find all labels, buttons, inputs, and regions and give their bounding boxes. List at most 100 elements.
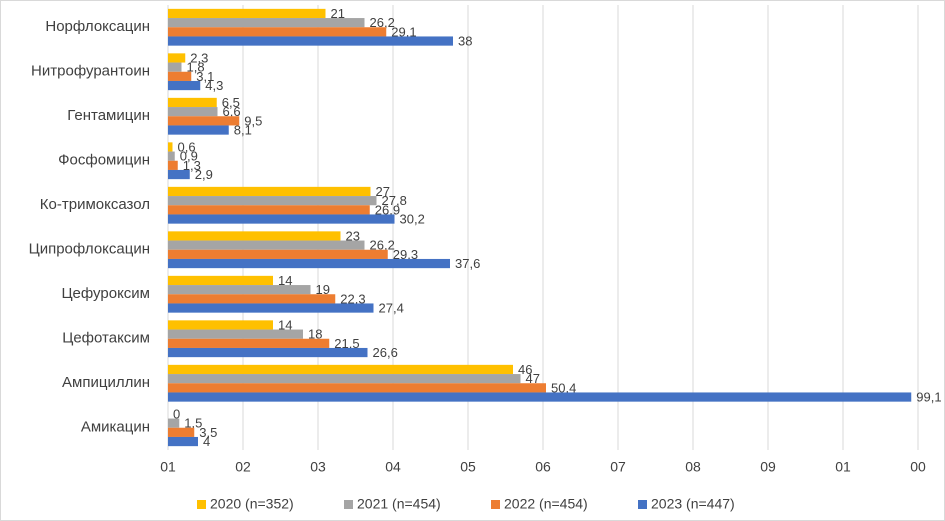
y-tick-label: Ко-тримоксазол	[40, 196, 150, 213]
data-label: 4	[203, 434, 210, 449]
bar	[168, 231, 341, 241]
data-label: 23	[346, 228, 360, 243]
legend-swatch	[197, 500, 206, 509]
bar	[168, 294, 336, 304]
bar	[168, 27, 387, 37]
data-label: 26,2	[370, 15, 395, 30]
data-label: 6,5	[222, 95, 240, 110]
data-label: 0,9	[180, 149, 198, 164]
y-tick-label: Ципрофлоксацин	[29, 241, 150, 258]
bar	[168, 107, 218, 117]
bar	[168, 275, 273, 286]
bar	[168, 427, 195, 437]
data-label: 0	[173, 406, 180, 421]
y-tick-label: Норфлоксацин	[45, 18, 150, 35]
data-label: 8,1	[234, 122, 252, 137]
data-label: 4,3	[205, 78, 223, 93]
bar	[168, 97, 217, 108]
x-tick-label: 02	[235, 459, 251, 475]
legend-label: 2023 (n=447)	[651, 496, 735, 512]
data-label: 37,6	[455, 256, 480, 271]
data-label: 3,1	[196, 69, 214, 84]
y-tick-label: Нитрофурантоин	[31, 63, 150, 80]
data-label: 21,5	[334, 336, 359, 351]
bar	[168, 71, 192, 81]
data-label: 26,2	[370, 238, 395, 253]
x-tick-label: 08	[685, 459, 701, 475]
x-tick-label: 05	[460, 459, 476, 475]
legend-swatch	[344, 500, 353, 509]
bar	[168, 329, 303, 339]
data-label: 46	[518, 362, 532, 377]
data-label: 38	[458, 33, 472, 48]
bar	[168, 392, 912, 402]
bar	[168, 36, 453, 46]
data-label: 19	[316, 282, 330, 297]
bar	[168, 320, 273, 330]
y-tick-label: Ампициллин	[62, 374, 150, 391]
bar	[168, 196, 377, 206]
data-label: 0,6	[178, 139, 196, 154]
bar	[168, 383, 546, 393]
x-tick-label: 03	[310, 459, 326, 475]
bar	[168, 62, 182, 72]
legend-swatch	[638, 500, 647, 509]
x-tick-label: 01	[835, 459, 851, 475]
y-tick-label: Амикацин	[81, 419, 150, 436]
data-label: 30,2	[400, 211, 425, 226]
bar	[168, 249, 388, 259]
bar	[168, 53, 186, 63]
bar	[168, 364, 513, 375]
bar	[168, 258, 450, 269]
bar	[168, 205, 370, 215]
y-tick-label: Фосфомицин	[58, 152, 150, 169]
bar	[168, 374, 521, 384]
y-tick-label: Гентамицин	[67, 107, 150, 124]
data-label: 1,5	[184, 416, 202, 431]
y-tick-label: Цефуроксим	[61, 285, 150, 302]
data-label: 14	[278, 273, 292, 288]
data-label: 27	[376, 184, 390, 199]
data-label: 29,3	[393, 247, 418, 262]
data-label: 26,6	[373, 345, 398, 360]
x-tick-label: 00	[910, 459, 926, 475]
data-label: 6,6	[223, 104, 241, 119]
bar	[168, 347, 368, 358]
data-label: 99,1	[916, 389, 941, 404]
bar	[168, 436, 198, 447]
bar	[168, 285, 311, 295]
bar	[168, 303, 374, 313]
data-label: 1,3	[183, 158, 201, 173]
data-label: 1,8	[187, 60, 205, 75]
data-label: 14	[278, 317, 292, 332]
data-label: 2,9	[195, 167, 213, 182]
bar	[168, 160, 178, 170]
data-label: 26,9	[375, 202, 400, 217]
data-label: 29,1	[391, 24, 416, 39]
data-label: 50,4	[551, 380, 576, 395]
legend-label: 2021 (n=454)	[357, 496, 441, 512]
bar	[168, 125, 229, 135]
legend-swatch	[491, 500, 500, 509]
data-label: 27,4	[379, 300, 404, 315]
x-tick-label: 09	[760, 459, 776, 475]
data-label: 18	[308, 327, 322, 342]
x-tick-label: 04	[385, 459, 401, 475]
data-label: 21	[331, 6, 345, 21]
x-tick-label: 06	[535, 459, 551, 475]
bar	[168, 18, 365, 28]
bar	[168, 186, 371, 197]
legend-label: 2022 (n=454)	[504, 496, 588, 512]
data-label: 22,3	[340, 291, 365, 306]
bar	[168, 80, 201, 91]
data-label: 27,8	[382, 193, 407, 208]
data-label: 3,5	[199, 425, 217, 440]
bar	[168, 240, 365, 250]
data-label: 2,3	[190, 50, 208, 65]
bar	[168, 142, 173, 152]
bar	[168, 169, 190, 180]
x-tick-label: 07	[610, 459, 626, 475]
data-label: 47	[526, 371, 540, 386]
